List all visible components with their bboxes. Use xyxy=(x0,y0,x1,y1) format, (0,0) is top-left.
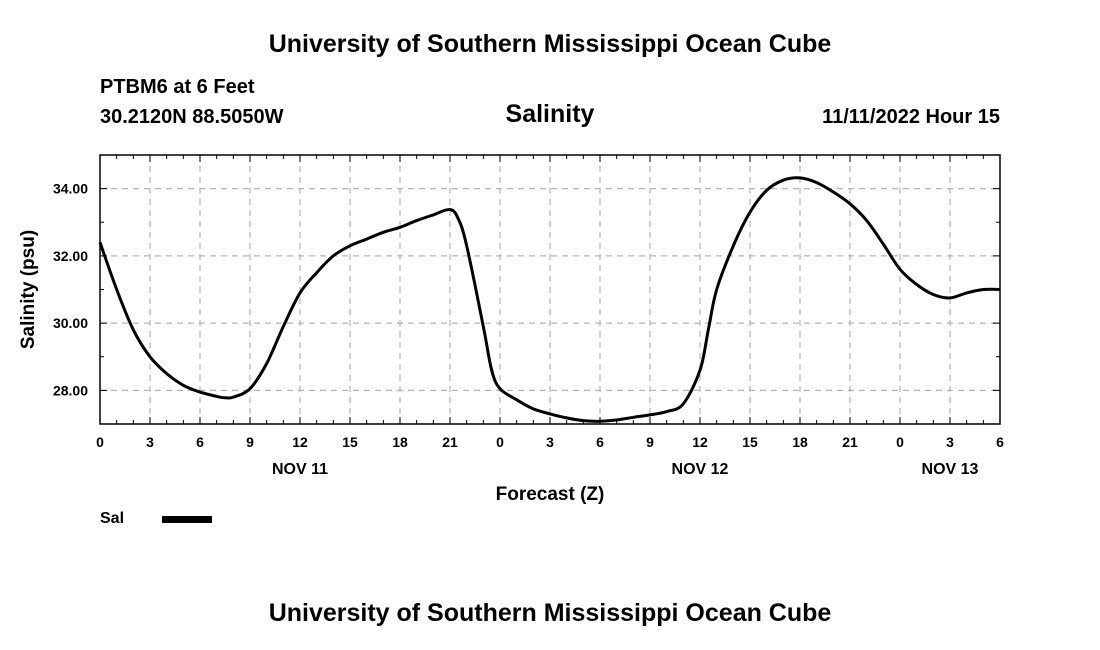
x-tick-label: 21 xyxy=(842,434,858,450)
label-layer: 0 3 6 9 12 15 18 21 0 3 6 9 12 15 18 21 0 3 6 28.00 30.00 32.… xyxy=(53,181,1004,478)
x-tick-label: 21 xyxy=(442,434,458,450)
y-tick-label: 32.00 xyxy=(53,248,88,264)
x-tick-label: 6 xyxy=(996,434,1004,450)
x-tick-label: 3 xyxy=(546,434,554,450)
legend-label: Sal xyxy=(100,510,125,527)
x-day-label: NOV 11 xyxy=(272,461,328,478)
page-title: University of Southern Mississippi Ocean… xyxy=(268,30,832,58)
x-tick-label: 18 xyxy=(392,434,408,450)
x-tick-label: 9 xyxy=(646,434,654,450)
x-tick-label: 18 xyxy=(792,434,808,450)
y-tick-label: 28.00 xyxy=(53,382,88,398)
forecast-datetime: 11/11/2022 Hour 15 xyxy=(822,106,1000,128)
x-tick-label: 15 xyxy=(342,434,358,450)
tick-layer xyxy=(99,155,1001,424)
x-tick-label: 12 xyxy=(292,434,308,450)
legend-swatch xyxy=(162,516,212,523)
x-day-label: NOV 12 xyxy=(672,461,729,478)
grid-layer xyxy=(100,155,1000,424)
x-tick-label: 6 xyxy=(596,434,604,450)
x-tick-label: 0 xyxy=(96,434,104,450)
x-tick-label: 12 xyxy=(692,434,708,450)
series-layer xyxy=(98,176,1001,423)
chart-title: Salinity xyxy=(505,100,595,128)
x-day-label: NOV 13 xyxy=(922,461,979,478)
footer-title: University of Southern Mississippi Ocean… xyxy=(268,599,832,627)
y-tick-label: 30.00 xyxy=(53,315,88,331)
x-tick-label: 6 xyxy=(196,434,204,450)
y-axis-title: Salinity (psu) xyxy=(18,230,39,349)
x-tick-label: 3 xyxy=(146,434,154,450)
x-axis-title: Forecast (Z) xyxy=(496,484,605,505)
x-tick-label: 0 xyxy=(496,434,504,450)
x-tick-label: 9 xyxy=(246,434,254,450)
series-line-sal xyxy=(98,176,1001,423)
y-tick-label: 34.00 xyxy=(53,181,88,197)
x-tick-label: 0 xyxy=(896,434,904,450)
x-tick-label: 3 xyxy=(946,434,954,450)
station-label: PTBM6 at 6 Feet xyxy=(100,76,255,98)
station-coordinates: 30.2120N 88.5050W xyxy=(100,106,284,128)
x-tick-label: 15 xyxy=(742,434,758,450)
